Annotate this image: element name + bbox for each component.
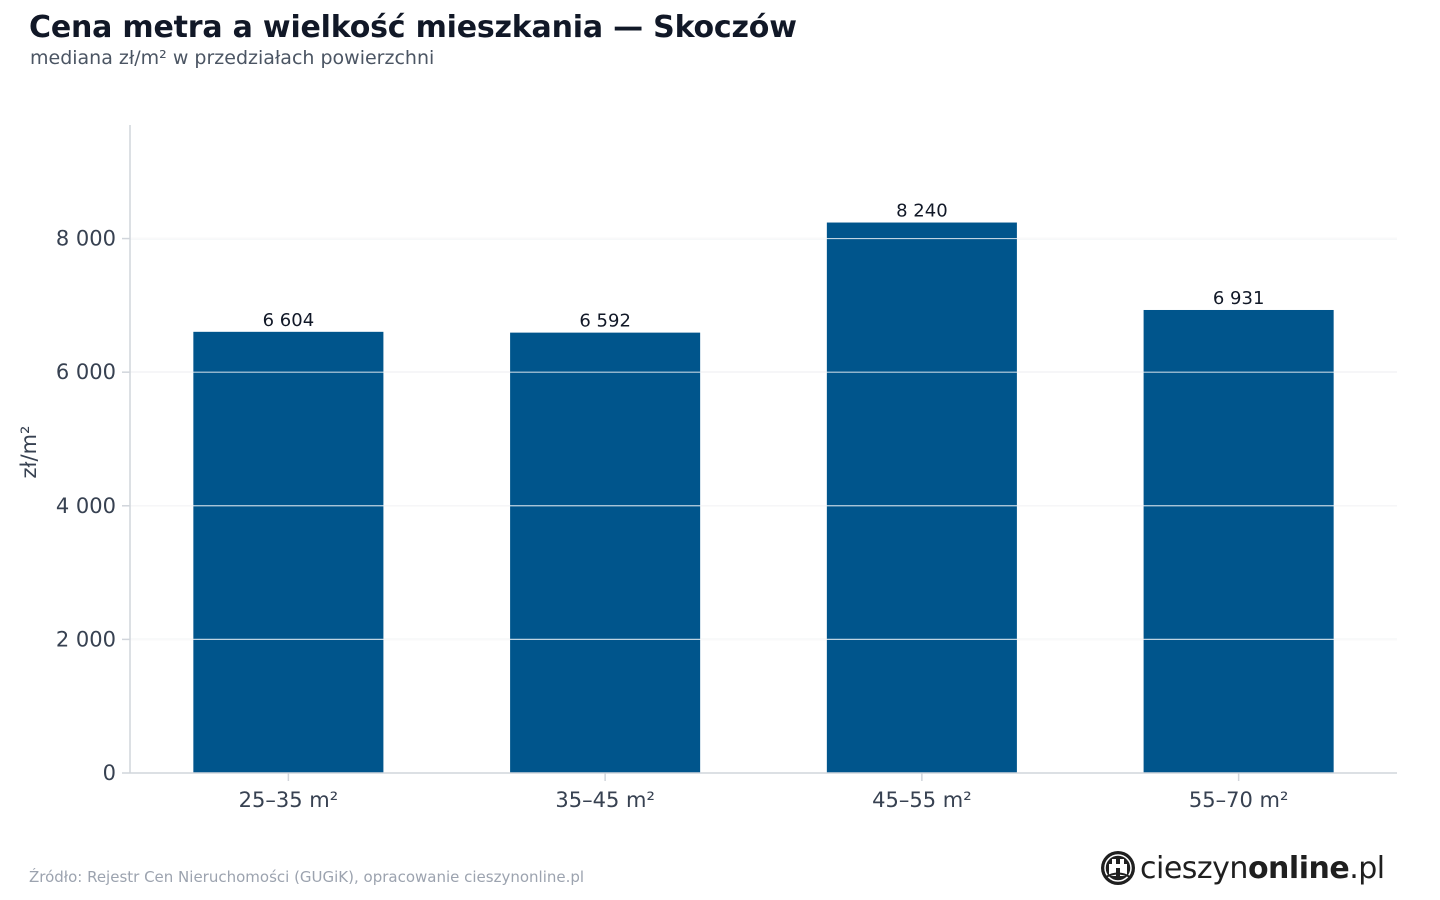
x-tick-label: 45–55 m²	[872, 788, 972, 812]
bar-value-label: 6 604	[263, 310, 315, 331]
y-tick-label: 8 000	[56, 227, 116, 251]
x-tick-label: 35–45 m²	[555, 788, 655, 812]
source-note: Źródło: Rejestr Cen Nieruchomości (GUGiK…	[29, 868, 585, 886]
y-tick-label: 6 000	[56, 360, 116, 384]
chart-subtitle: mediana zł/m² w przedziałach powierzchni	[30, 47, 435, 69]
x-tick-label: 55–70 m²	[1189, 788, 1289, 812]
y-tick-label: 2 000	[56, 627, 116, 651]
logo-emblem-icon	[1101, 851, 1135, 885]
bar	[510, 332, 701, 773]
bar-value-label: 6 931	[1213, 288, 1265, 309]
y-axis-title: zł/m²	[17, 426, 41, 479]
x-tick-label: 25–35 m²	[239, 788, 339, 812]
bar-value-label: 8 240	[896, 201, 948, 222]
logo-text: cieszynonline.pl	[1140, 850, 1385, 886]
y-tick-label: 0	[103, 761, 116, 785]
overlay-grid-lines	[130, 237, 1397, 640]
chart-title: Cena metra a wielkość mieszkania — Skocz…	[29, 10, 797, 45]
cieszynonline-logo: cieszynonline.pl	[1100, 848, 1385, 888]
bar	[826, 222, 1017, 773]
bar	[193, 331, 384, 773]
labels: 0 2 000 4 000 6 000 8 000 6 604 25–35 m² 6 592 3…	[56, 201, 1289, 812]
axes	[122, 125, 1397, 781]
bars	[193, 222, 1334, 773]
bar	[1143, 309, 1334, 773]
y-tick-label: 4 000	[56, 494, 116, 518]
bar-value-label: 6 592	[579, 311, 631, 332]
